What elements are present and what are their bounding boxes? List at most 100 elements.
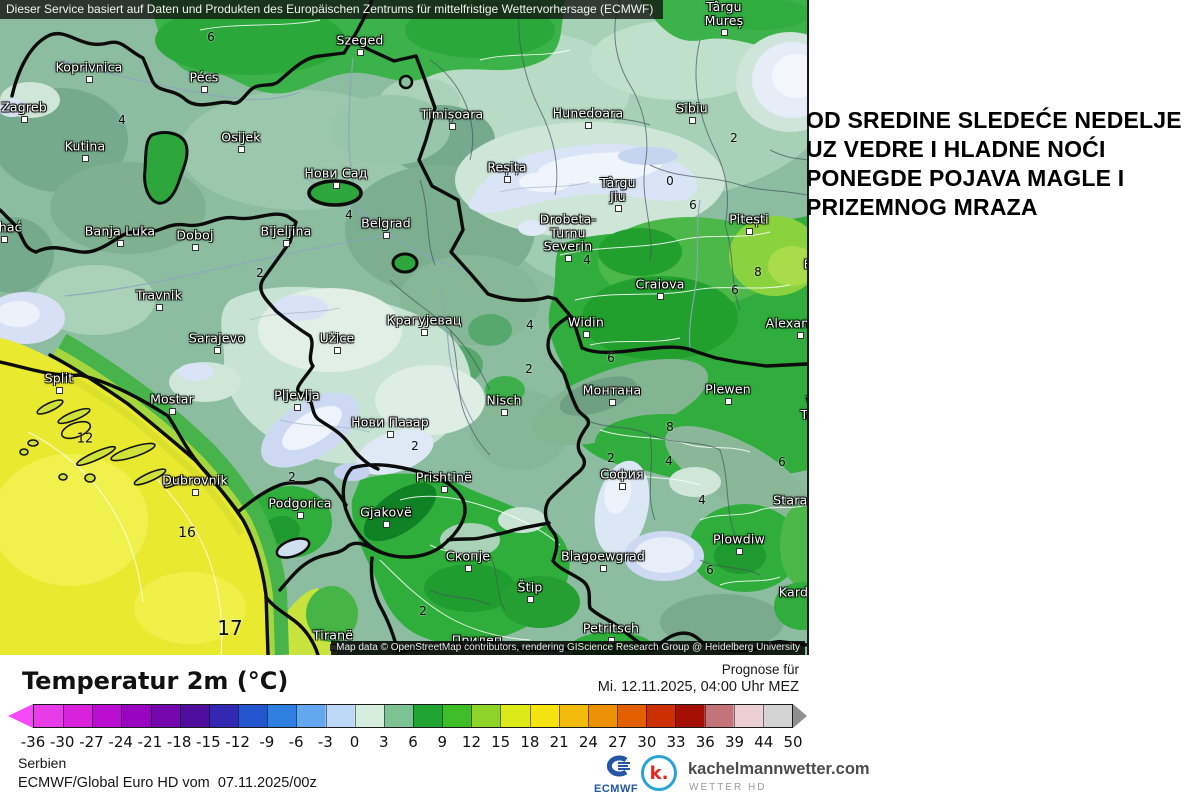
colorbar-tick-label: 50 bbox=[783, 733, 803, 751]
colorbar-tick-label: -30 bbox=[49, 733, 75, 751]
city-marker bbox=[386, 430, 394, 438]
contour-value: 6 bbox=[607, 351, 615, 365]
contour-value: 6 bbox=[706, 563, 714, 577]
contour-value: 4 bbox=[526, 318, 534, 332]
colorbar-tick bbox=[471, 705, 473, 727]
city-marker bbox=[155, 303, 163, 311]
city-name: Tiranë bbox=[312, 627, 354, 643]
colorbar-tick-label: 12 bbox=[461, 733, 481, 751]
overlay-line-1: OD SREDINE SLEDEĆE NEDELJE bbox=[806, 107, 1182, 133]
city-name: Reșița bbox=[487, 159, 527, 175]
contour-value: 4 bbox=[583, 253, 591, 267]
colorbar-tick-label: -24 bbox=[108, 733, 133, 751]
city-name: Split bbox=[44, 370, 74, 386]
colorbar-tick-label: -27 bbox=[79, 733, 104, 751]
city-name: Монтана bbox=[582, 382, 642, 398]
city-marker bbox=[618, 482, 626, 490]
contour-value: 6 bbox=[731, 283, 739, 297]
city-name: Koprivnica bbox=[55, 59, 123, 75]
city-name: Drobeta- Turnu Severin bbox=[539, 211, 597, 254]
colorbar-tick bbox=[646, 705, 648, 727]
city-marker bbox=[356, 48, 364, 56]
forecast-label: Prognose für bbox=[721, 662, 799, 677]
city-marker bbox=[20, 115, 28, 123]
city-name: Mostar bbox=[150, 391, 194, 407]
city-marker bbox=[200, 85, 208, 93]
overlay-line-4: PRIZEMNOG MRAZA bbox=[806, 194, 1038, 220]
forecast-overlay-text: OD SREDINE SLEDEĆE NEDELJE UZ VEDRE I HL… bbox=[806, 106, 1200, 222]
city-name: Sarajevo bbox=[188, 330, 246, 346]
colorbar-tick-label: -6 bbox=[288, 733, 304, 751]
city-name: Târgu Mureș bbox=[704, 0, 744, 28]
city-marker bbox=[333, 346, 341, 354]
colorbar-tick bbox=[587, 705, 589, 727]
colorbar-tick-label: -36 bbox=[20, 733, 46, 751]
city-name: Bihać bbox=[0, 219, 22, 235]
city-name: Prishtinë bbox=[415, 469, 473, 485]
colorbar-tick-label: 18 bbox=[520, 733, 540, 751]
colorbar-tick bbox=[529, 705, 531, 727]
colorbar-tick bbox=[762, 705, 764, 727]
colorbar-tick-label: 9 bbox=[437, 733, 447, 751]
city-name: Štip bbox=[517, 579, 543, 595]
city-name: Craiova bbox=[635, 276, 685, 292]
city-name: Travnik bbox=[135, 287, 183, 303]
colorbar-tick bbox=[383, 705, 385, 727]
map-attribution: Map data © OpenStreetMap contributors, r… bbox=[331, 641, 805, 655]
city-marker bbox=[464, 564, 472, 572]
forecast-time: Mi. 12.11.2025, 04:00 Uhr MEZ bbox=[597, 679, 799, 695]
colorbar-tick-labels: -36 -30 -27 -24 -21 -18 -15 -12 -9 -6 -3 0 3 6 9 12 15 18… bbox=[21, 733, 803, 753]
kachelmann-logo: k. bbox=[641, 755, 677, 791]
city-layer: Zagreb Koprivnica Kutina Osijek Pécs Szeged Но… bbox=[0, 0, 808, 651]
colorbar-tick-label: 6 bbox=[408, 733, 418, 751]
colorbar-tick bbox=[238, 705, 240, 727]
colorbar-tick bbox=[150, 705, 152, 727]
overlay-line-2: UZ VEDRE I HLADNE NOĆI bbox=[806, 136, 1106, 162]
city-marker bbox=[420, 328, 428, 336]
city-name: Belgrad bbox=[361, 215, 411, 231]
colorbar-tick-label: -9 bbox=[259, 733, 275, 751]
city-marker bbox=[282, 239, 290, 247]
city-name: Podgorica bbox=[268, 495, 332, 511]
contour-value: 4 bbox=[698, 493, 706, 507]
city-marker bbox=[55, 386, 63, 394]
city-name: Weliko Tarnowo bbox=[800, 394, 808, 422]
colorbar-tick bbox=[325, 705, 327, 727]
city-marker bbox=[168, 407, 176, 415]
ecmwf-logo: ECMWF bbox=[594, 755, 638, 795]
city-marker bbox=[296, 511, 304, 519]
colorbar-tick bbox=[442, 705, 444, 727]
city-marker bbox=[599, 564, 607, 572]
colorbar-tick-label: -21 bbox=[137, 733, 163, 751]
contour-value: 6 bbox=[689, 198, 697, 212]
city-marker bbox=[448, 122, 456, 130]
contour-value: 2 bbox=[525, 362, 533, 376]
city-name: София bbox=[600, 466, 644, 482]
colorbar-tick bbox=[558, 705, 560, 727]
colorbar-tick-label: 24 bbox=[578, 733, 598, 751]
city-marker bbox=[500, 408, 508, 416]
colorbar-body bbox=[33, 704, 793, 728]
colorbar-tick-label: 0 bbox=[349, 733, 360, 751]
city-marker bbox=[724, 397, 732, 405]
ecmwf-logo-glyph bbox=[606, 755, 630, 777]
city-marker bbox=[237, 145, 245, 153]
contour-value: 2 bbox=[288, 470, 296, 484]
colorbar-arrow-left bbox=[8, 704, 33, 728]
brand-subtitle: WETTER HD bbox=[689, 782, 767, 793]
city-name: Plewen bbox=[705, 381, 751, 397]
colorbar-tick-label: 36 bbox=[695, 733, 715, 751]
colorbar-tick bbox=[63, 705, 65, 727]
brand-name: kachelmannwetter.com bbox=[688, 760, 870, 778]
contour-value: 17 bbox=[217, 616, 243, 640]
city-name: Pitești bbox=[729, 211, 769, 227]
city-name: Zagreb bbox=[1, 99, 47, 115]
colorbar-tick bbox=[179, 705, 181, 727]
city-name: Doboj bbox=[176, 227, 214, 243]
city-marker bbox=[293, 403, 301, 411]
colorbar-tick bbox=[296, 705, 298, 727]
map-canvas: 6 4 4 2 0 6 4 8 6 2 4 6 2 8 2 4 6 4 2 2 2 6 12 16 17 Zagreb Kopri… bbox=[0, 0, 809, 655]
forecast-info: Prognose für Mi. 12.11.2025, 04:00 Uhr M… bbox=[479, 662, 799, 695]
city-name: Banja Luka bbox=[84, 223, 156, 239]
